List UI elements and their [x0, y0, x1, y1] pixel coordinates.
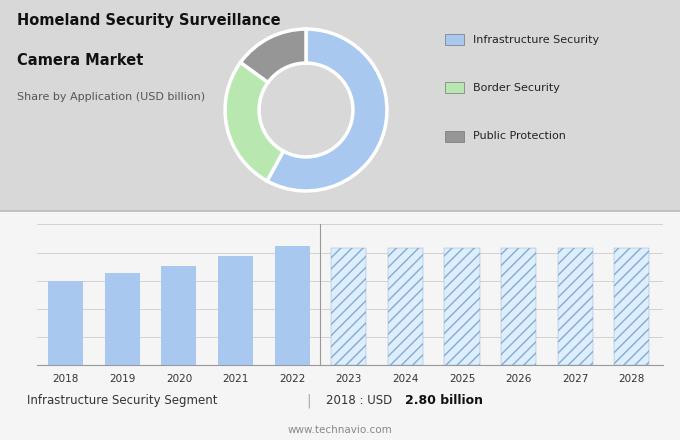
Text: Share by Application (USD billion): Share by Application (USD billion) [17, 92, 205, 103]
Bar [445, 248, 479, 365]
Text: www.technavio.com: www.technavio.com [288, 425, 392, 435]
Text: Infrastructure Security: Infrastructure Security [473, 35, 598, 44]
Bar [331, 248, 367, 365]
Bar [48, 281, 83, 365]
Text: Public Protection: Public Protection [473, 132, 566, 141]
Text: 2018 : USD: 2018 : USD [326, 394, 396, 407]
Bar [501, 248, 537, 365]
Wedge shape [267, 29, 387, 191]
Text: Camera Market: Camera Market [17, 53, 143, 68]
Text: Homeland Security Surveillance: Homeland Security Surveillance [17, 13, 281, 28]
Text: 2.80 billion: 2.80 billion [405, 394, 483, 407]
Bar [105, 273, 140, 365]
Wedge shape [225, 62, 284, 181]
Bar [218, 257, 253, 365]
Wedge shape [241, 29, 306, 82]
Bar [275, 246, 309, 365]
Bar [558, 248, 593, 365]
Text: Infrastructure Security Segment: Infrastructure Security Segment [27, 394, 218, 407]
Bar [614, 248, 649, 365]
Bar [161, 265, 197, 365]
Text: |: | [306, 393, 311, 407]
Bar [388, 248, 423, 365]
Text: Border Security: Border Security [473, 83, 560, 93]
